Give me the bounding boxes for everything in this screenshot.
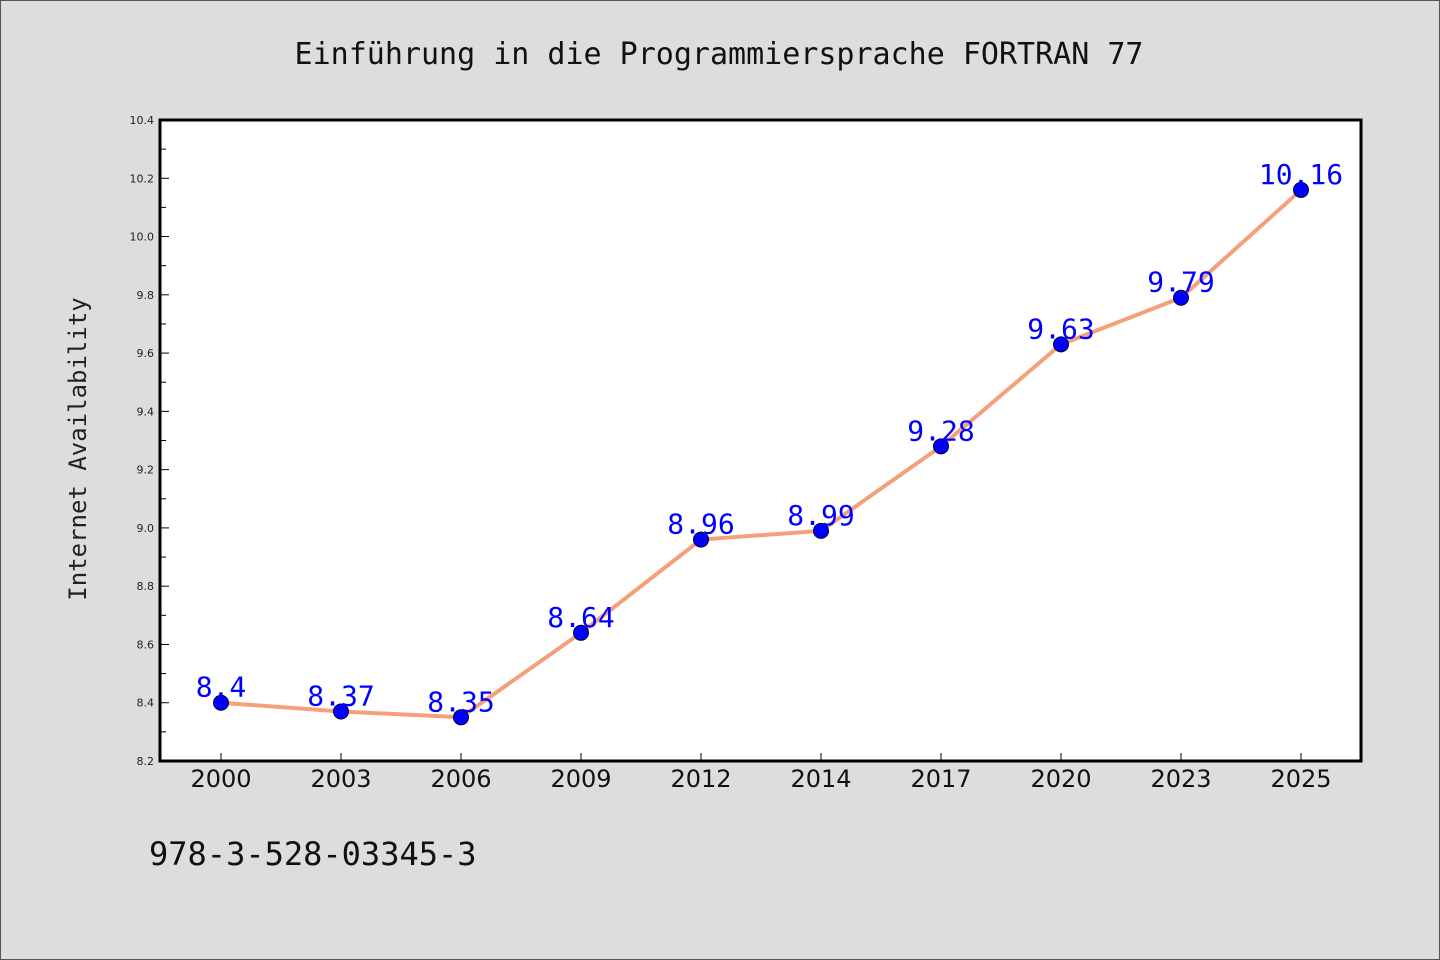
isbn-text: 978-3-528-03345-3 (149, 835, 477, 873)
data-label: 8.99 (787, 499, 854, 532)
data-point (1293, 181, 1309, 198)
data-label: 8.96 (667, 508, 734, 541)
data-label: 8.35 (427, 685, 494, 718)
data-markers (213, 181, 1309, 726)
data-label: 8.4 (196, 671, 247, 704)
y-tick-label: 9.0 (137, 522, 155, 535)
data-label: 8.37 (307, 679, 374, 712)
x-tick-label: 2009 (550, 765, 611, 793)
x-tick-label: 2003 (310, 765, 371, 793)
y-tick-label: 8.8 (137, 580, 155, 593)
data-point (933, 438, 949, 455)
y-tick-label: 9.2 (137, 464, 155, 477)
y-tick-label: 8.4 (137, 697, 155, 710)
y-tick-label: 8.2 (137, 755, 155, 768)
y-tick-label: 8.6 (137, 638, 155, 651)
y-tick-label: 10.2 (130, 172, 155, 185)
x-tick-label: 2000 (190, 765, 251, 793)
data-label: 8.64 (547, 601, 614, 634)
x-tick-label: 2017 (910, 765, 971, 793)
y-tick-label: 9.8 (137, 289, 155, 302)
data-label: 9.28 (907, 414, 974, 447)
data-label: 9.63 (1027, 312, 1094, 345)
x-tick-label: 2020 (1030, 765, 1091, 793)
data-point (693, 531, 709, 548)
y-axis-ticks: 8.2 8.4 8.6 8.8 9.0 9.2 9.4 9.6 9.8 10.0 10.2 10.4 (130, 114, 169, 768)
y-axis-label: Internet Availability (64, 297, 92, 600)
y-tick-label: 10.4 (130, 114, 155, 127)
x-tick-label: 2012 (670, 765, 731, 793)
x-tick-label: 2014 (790, 765, 851, 793)
data-point (1053, 336, 1069, 353)
chart-title: Einführung in die Programmiersprache FOR… (295, 37, 1144, 72)
y-tick-label: 9.4 (137, 405, 155, 418)
data-point (813, 522, 829, 539)
y-tick-label: 10.0 (130, 231, 155, 244)
data-point (213, 694, 229, 711)
data-labels: 8.4 8.37 8.35 8.64 8.96 8.99 9.28 9.63 9.79 10.16 (196, 158, 1343, 718)
data-point (1173, 289, 1189, 306)
data-point (453, 709, 469, 726)
x-tick-label: 2023 (1150, 765, 1211, 793)
series-line (219, 187, 1303, 720)
y-tick-label: 9.6 (137, 347, 155, 360)
x-axis-ticks: 2000 2003 2006 2009 2012 2014 2017 2020 2023 2025 (190, 753, 1332, 793)
plot-area (158, 118, 1363, 763)
data-label: 10.16 (1259, 158, 1343, 191)
x-tick-label: 2025 (1270, 765, 1331, 793)
data-label: 9.79 (1147, 266, 1214, 299)
data-point (333, 703, 349, 720)
data-point (573, 624, 589, 641)
x-tick-label: 2006 (430, 765, 491, 793)
